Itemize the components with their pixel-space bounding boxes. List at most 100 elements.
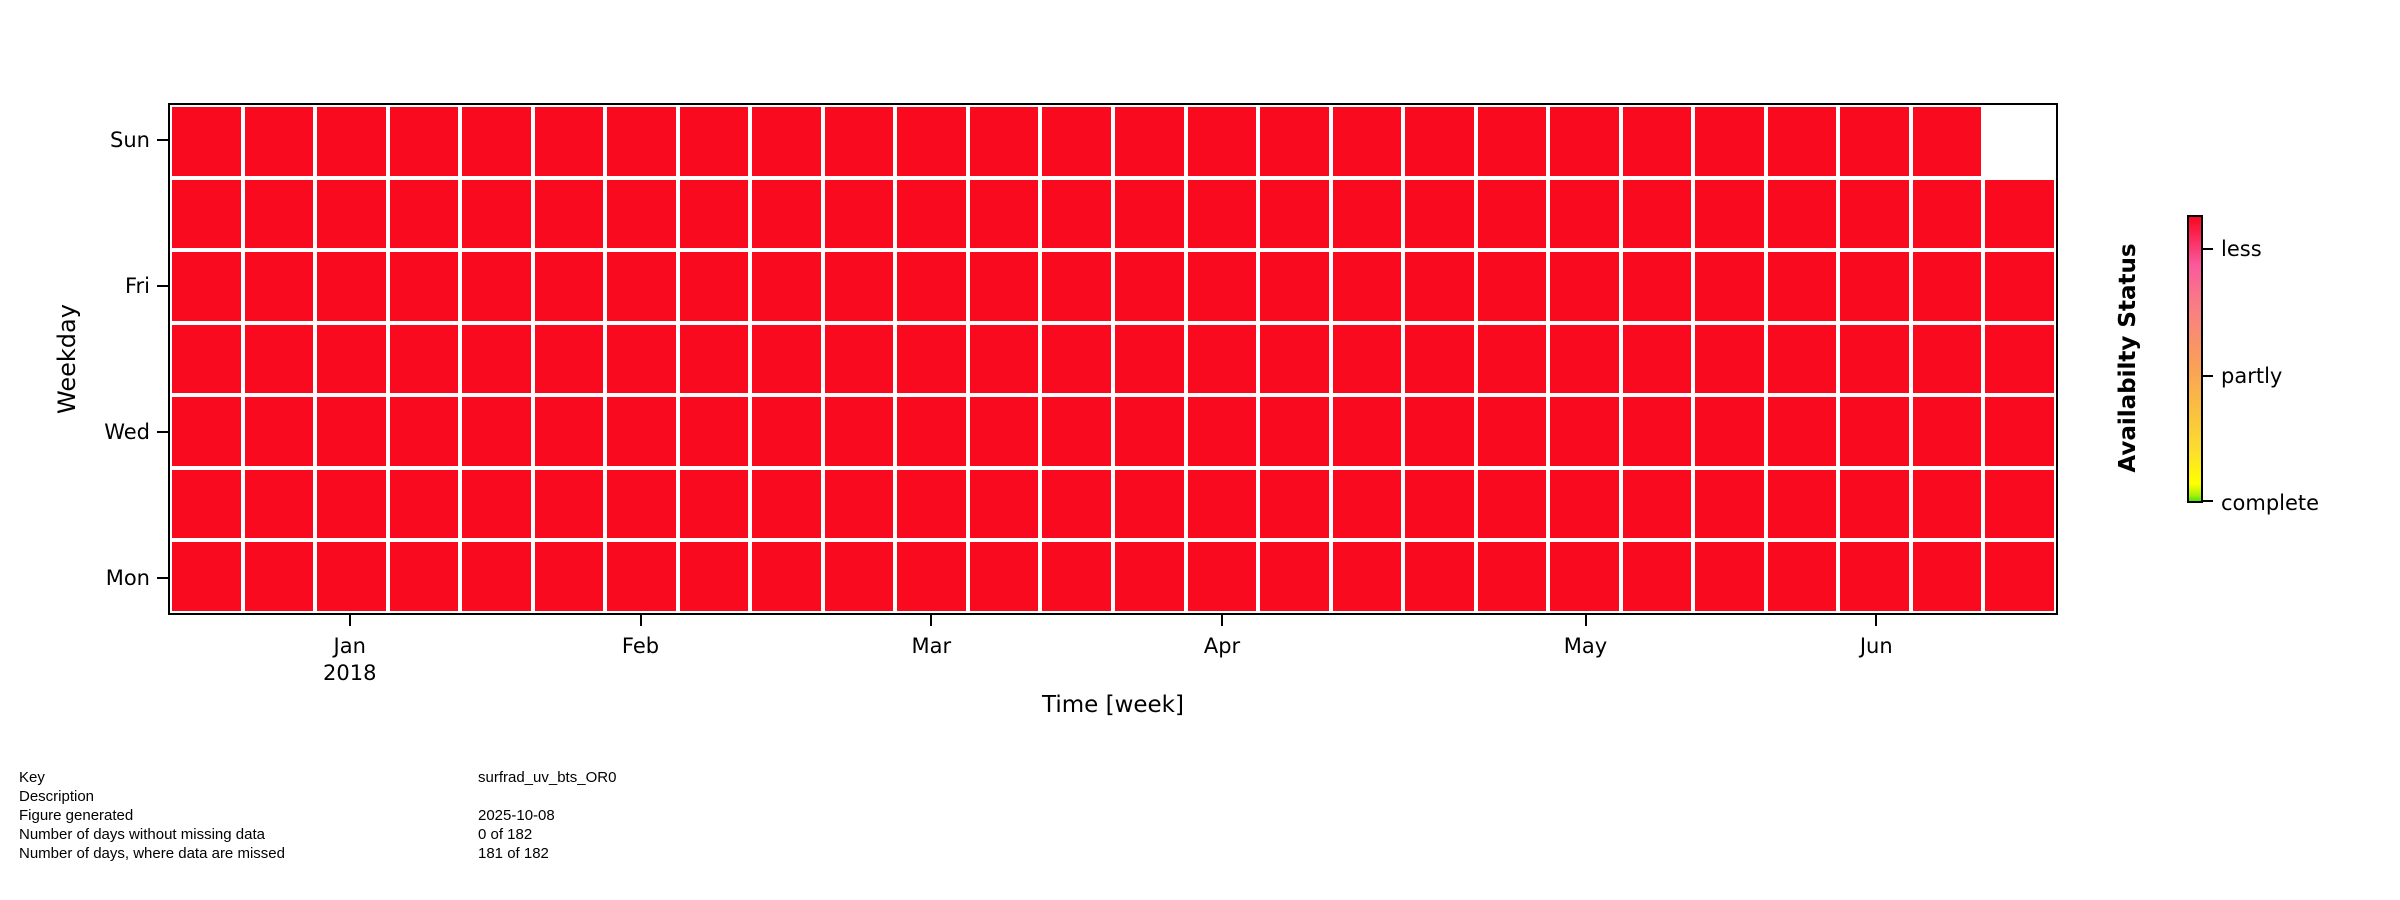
y-tick-label: Sun bbox=[110, 127, 150, 152]
x-axis-label: Time [week] bbox=[1042, 692, 1184, 718]
heatmap-cell bbox=[1330, 540, 1404, 613]
heatmap-cell bbox=[1910, 105, 1984, 178]
heatmap-cell bbox=[1403, 395, 1476, 468]
heatmap-cell bbox=[532, 177, 606, 251]
heatmap-cell bbox=[1113, 250, 1186, 323]
metadata-value: 2025-10-08 bbox=[478, 807, 555, 824]
heatmap-cell bbox=[605, 105, 678, 178]
heatmap-cell bbox=[1113, 395, 1186, 468]
heatmap-cell bbox=[1113, 540, 1186, 613]
heatmap-cell bbox=[895, 395, 968, 468]
heatmap-cell bbox=[1838, 250, 1911, 323]
heatmap-cell bbox=[822, 250, 896, 323]
heatmap-cell bbox=[170, 395, 243, 468]
heatmap-cell bbox=[1185, 395, 1259, 468]
heatmap-cell bbox=[170, 250, 243, 323]
heatmap-cell bbox=[1475, 177, 1549, 251]
x-tick-mark bbox=[1875, 615, 1878, 626]
metadata-label: Number of days, where data are missed bbox=[19, 845, 285, 862]
heatmap-cell bbox=[967, 250, 1041, 323]
colorbar-tick-mark bbox=[2203, 247, 2213, 250]
heatmap-cell bbox=[822, 395, 896, 468]
heatmap-cell bbox=[532, 467, 606, 541]
heatmap-cell bbox=[1403, 322, 1476, 396]
heatmap-cell bbox=[1620, 250, 1694, 323]
heatmap-cell bbox=[1403, 467, 1476, 541]
heatmap-cell bbox=[895, 250, 968, 323]
heatmap-cell bbox=[1910, 177, 1984, 251]
heatmap-cell bbox=[1765, 322, 1839, 396]
metadata-label: Key bbox=[19, 769, 45, 786]
heatmap-cell bbox=[532, 395, 606, 468]
heatmap-cell bbox=[967, 322, 1041, 396]
heatmap-cell bbox=[677, 540, 751, 613]
heatmap-cell bbox=[460, 105, 533, 178]
y-tick-mark bbox=[157, 138, 168, 141]
heatmap-cell-missing bbox=[1983, 105, 2056, 178]
heatmap-cell bbox=[1838, 395, 1911, 468]
heatmap-cell bbox=[242, 395, 316, 468]
heatmap-cell bbox=[1040, 177, 1113, 251]
heatmap-cell bbox=[1910, 540, 1984, 613]
heatmap-cell bbox=[315, 177, 388, 251]
heatmap-cell bbox=[677, 177, 751, 251]
heatmap-cell bbox=[1983, 467, 2056, 541]
heatmap-cell bbox=[1330, 322, 1404, 396]
heatmap-cell bbox=[1330, 105, 1404, 178]
x-tick-label: Mar bbox=[911, 634, 952, 658]
metadata-label: Figure generated bbox=[19, 807, 134, 824]
heatmap-cell bbox=[170, 540, 243, 613]
heatmap-cell bbox=[1910, 322, 1984, 396]
heatmap-cell bbox=[242, 177, 316, 251]
heatmap-cell bbox=[677, 322, 751, 396]
heatmap-cell bbox=[967, 105, 1041, 178]
heatmap-cell bbox=[1765, 105, 1839, 178]
heatmap-cell bbox=[460, 395, 533, 468]
heatmap-cell bbox=[1983, 177, 2056, 251]
y-tick-mark bbox=[157, 431, 168, 434]
heatmap-cell bbox=[460, 540, 533, 613]
y-tick-label: Wed bbox=[104, 420, 150, 445]
heatmap-cell bbox=[605, 177, 678, 251]
heatmap-cell bbox=[605, 395, 678, 468]
heatmap-cell bbox=[1185, 467, 1259, 541]
x-tick-label: Apr bbox=[1203, 634, 1241, 658]
x-tick-label: Jun bbox=[1859, 634, 1893, 658]
heatmap-cell bbox=[1113, 322, 1186, 396]
metadata-label: Description bbox=[19, 788, 95, 805]
heatmap-cell bbox=[1185, 322, 1259, 396]
heatmap-cell bbox=[1765, 250, 1839, 323]
heatmap-cell bbox=[315, 467, 388, 541]
heatmap-cell bbox=[1548, 177, 1621, 251]
heatmap-cell bbox=[1040, 467, 1113, 541]
heatmap-cell bbox=[750, 395, 823, 468]
metadata-value: 0 of 182 bbox=[478, 826, 533, 843]
metadata-row: Number of days without missing data 0 of … bbox=[19, 825, 616, 844]
heatmap-cell bbox=[1475, 322, 1549, 396]
heatmap-cell bbox=[532, 105, 606, 178]
x-tick-mark bbox=[1584, 615, 1587, 626]
heatmap-cell bbox=[1040, 395, 1113, 468]
heatmap-cell bbox=[387, 322, 461, 396]
heatmap-cell bbox=[1693, 105, 1766, 178]
heatmap-cell bbox=[822, 177, 896, 251]
heatmap-cell bbox=[1185, 250, 1259, 323]
heatmap-cell bbox=[895, 467, 968, 541]
y-axis-label: Weekday bbox=[53, 304, 81, 414]
heatmap-cell bbox=[242, 322, 316, 396]
heatmap-cell bbox=[1693, 322, 1766, 396]
heatmap-cell bbox=[315, 395, 388, 468]
heatmap-cell bbox=[1548, 250, 1621, 323]
heatmap-cell bbox=[1185, 540, 1259, 613]
heatmap-cell bbox=[1765, 395, 1839, 468]
x-tick-label: Jan bbox=[333, 634, 366, 658]
heatmap-cell bbox=[1838, 177, 1911, 251]
heatmap-cell bbox=[1403, 540, 1476, 613]
y-tick-label: Mon bbox=[105, 566, 150, 591]
heatmap-cell bbox=[1693, 467, 1766, 541]
heatmap-cell bbox=[967, 395, 1041, 468]
heatmap-cell bbox=[1693, 177, 1766, 251]
metadata-row: Number of days, where data are missed 181… bbox=[19, 844, 616, 863]
heatmap-cell bbox=[750, 322, 823, 396]
heatmap-cell bbox=[1258, 395, 1331, 468]
